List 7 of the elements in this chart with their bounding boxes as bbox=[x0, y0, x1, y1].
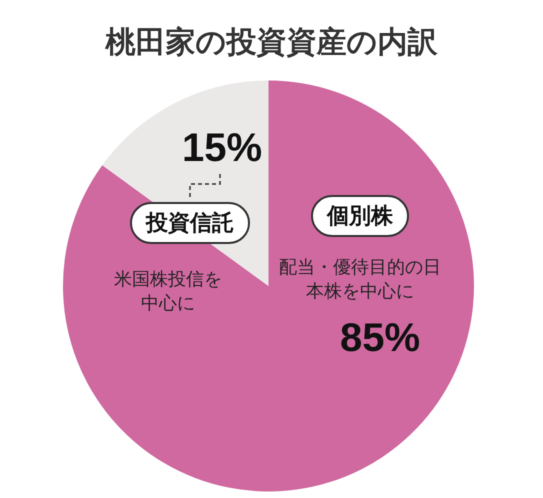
chart-title: 桃田家の投資資産の内訳 bbox=[104, 24, 438, 62]
data-label: 15% bbox=[182, 126, 262, 170]
text: 配当・優待目的の日本株を中心に bbox=[278, 256, 442, 304]
slice-label: 個別株 bbox=[311, 195, 409, 237]
text: 米国株投信を中心に bbox=[113, 268, 223, 316]
slice-label: 投資信託 bbox=[130, 202, 250, 244]
data-label: 85% bbox=[340, 316, 420, 360]
